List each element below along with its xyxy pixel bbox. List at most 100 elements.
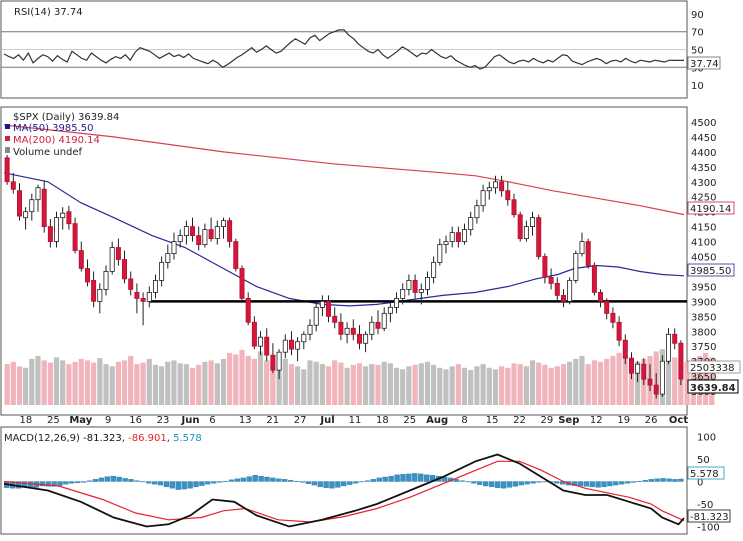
macd-legend-signal: -86.901 [128, 433, 167, 444]
price-x-tick-label: 15 [486, 415, 499, 426]
macd-histogram-bar [293, 480, 300, 482]
price-x-tick-label: 6 [209, 415, 215, 426]
volume-bar [363, 366, 369, 405]
macd-y-tick-label: -100 [697, 523, 720, 534]
macd-histogram-bar [542, 481, 548, 483]
macd-hist-tag: 5.578 [690, 469, 719, 480]
volume-bar [47, 362, 53, 405]
macd-histogram-bar [217, 481, 223, 483]
price-y-tick-label: 3850 [691, 312, 716, 323]
macd-histogram-bar [264, 476, 270, 482]
volume-bar [196, 364, 202, 405]
ma200-tag-box [687, 201, 735, 215]
volume-bar [703, 352, 709, 405]
macd-histogram-bar [157, 481, 164, 486]
macd-histogram-bar [57, 481, 63, 486]
candle-down [72, 223, 78, 251]
macd-histogram-bar [370, 479, 377, 482]
candle-down [91, 279, 97, 302]
rsi-guides [1, 31, 687, 68]
candle-down [134, 291, 140, 299]
volume-bar [412, 364, 418, 405]
macd-histogram-bar [471, 481, 477, 484]
candle-up [480, 190, 486, 207]
volume-bar [245, 355, 251, 405]
candle-up [523, 226, 529, 240]
candle-up [474, 205, 480, 219]
macd-histogram-bar [299, 481, 306, 483]
macd-histogram-bar [400, 474, 406, 482]
candle-down [616, 321, 622, 341]
volume-bar [499, 366, 505, 405]
volume-bar [597, 361, 604, 405]
macd-histogram-bar [418, 473, 424, 482]
candle-up [381, 312, 387, 329]
price-x-axis: 18 25 May 9 16 23 Jun 6 13 21 27 Jul 11 18 25 Aug 8 15 22 2… [20, 415, 689, 426]
rsi-y-tick-label: 10 [691, 81, 704, 92]
macd-legend-title: MACD(12,26,9) [4, 433, 80, 444]
ma200-legend-swatch [5, 136, 10, 141]
macd-histogram-bar [246, 476, 252, 482]
price-x-tick-label: Jun [181, 415, 200, 426]
macd-histogram-bar [518, 481, 524, 486]
candle-up [54, 217, 60, 242]
macd-histogram-bar [163, 481, 170, 488]
rsi-y-axis: 9070503010 [691, 10, 704, 92]
volume-bar [344, 367, 350, 405]
volume-bar [78, 358, 84, 405]
volume-bar [29, 358, 35, 405]
candles [4, 154, 684, 399]
macd-histogram-bar [187, 481, 193, 489]
macd-histogram-bar [45, 481, 51, 487]
candle-up [177, 235, 183, 243]
macd-histogram-bar [489, 481, 495, 488]
price-x-tick-label: 16 [129, 415, 142, 426]
price-y-tick-label: 3950 [691, 282, 716, 293]
volume-tag-box [687, 360, 741, 374]
volume-bar [109, 366, 115, 405]
macd-histogram-bar [654, 478, 660, 482]
candle-down [412, 279, 418, 293]
rsi-value-tag: 37.74 [690, 59, 719, 70]
volume-bar [684, 361, 690, 405]
candle-up [257, 336, 263, 347]
macd-histogram-bar [666, 478, 672, 482]
macd-histogram-bar [341, 481, 347, 487]
macd-histogram-bar [75, 481, 81, 484]
candle-up [295, 341, 301, 350]
price-x-tick-label: 18 [376, 415, 389, 426]
volume-bar [319, 364, 325, 405]
candle-up [319, 300, 325, 308]
candle-down [554, 282, 560, 296]
ma50-legend: MA(50) 3985.50 [13, 123, 94, 134]
volume-bar [505, 367, 511, 405]
candle-down [561, 294, 567, 302]
volume-bar [480, 364, 486, 405]
candle-down [375, 321, 381, 329]
macd-histogram-bar [423, 474, 430, 482]
candle-up [635, 363, 641, 374]
macd-histogram-bar [146, 481, 152, 484]
candle-up [214, 226, 220, 240]
candle-up [424, 276, 430, 290]
price-y-tick-label: 4500 [691, 118, 716, 129]
volume-bar [41, 360, 47, 405]
macd-histogram-bar [317, 481, 323, 488]
volume-bar [35, 355, 41, 405]
candle-down [505, 190, 511, 201]
candle-down [288, 339, 294, 350]
candle-up [23, 211, 29, 219]
volume-bar [332, 360, 338, 405]
price-x-tick-label: 26 [645, 415, 658, 426]
candle-down [233, 241, 239, 269]
macd-line [3, 453, 685, 528]
macd-histogram-bar [625, 481, 631, 484]
volume-bar [97, 358, 103, 405]
volume-bar [165, 361, 171, 405]
price-y-tick-label: 4050 [691, 253, 716, 264]
rsi-y-tick-label: 70 [691, 28, 704, 39]
price-x-tick-label: Aug [426, 415, 448, 426]
macd-histogram-bar [524, 481, 530, 485]
candle-down [622, 339, 628, 359]
